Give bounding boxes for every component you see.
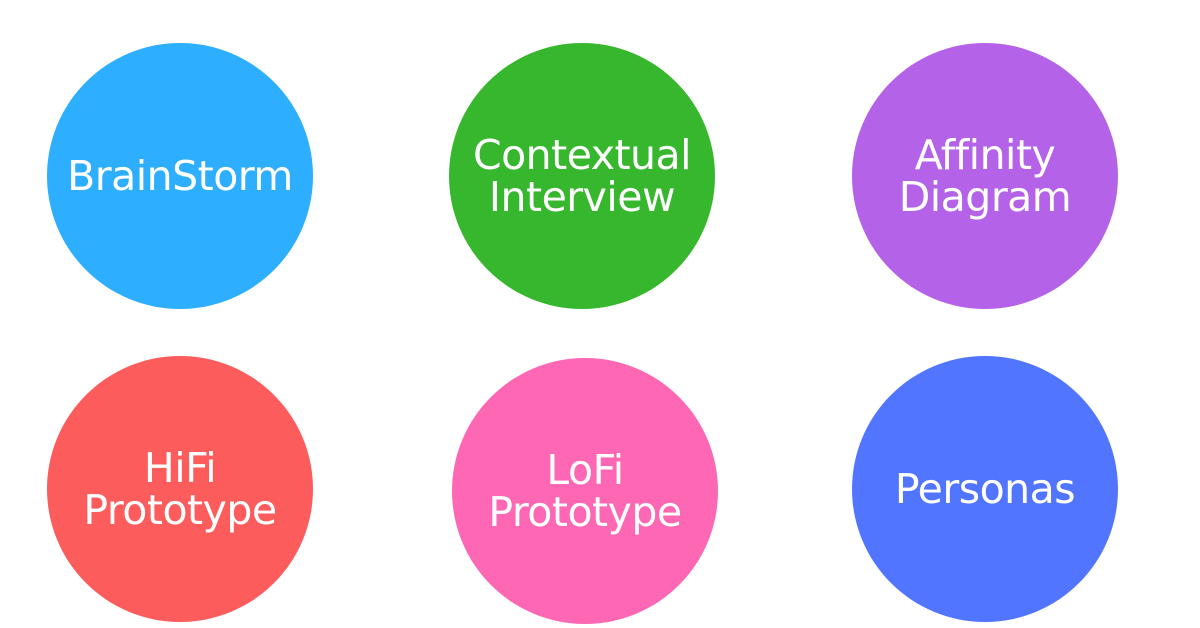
brainstorm-label: BrainStorm: [67, 152, 293, 200]
lofi-prototype-circle: LoFi Prototype: [452, 358, 718, 624]
hifi-prototype-circle: HiFi Prototype: [47, 356, 313, 622]
hifi-prototype-label-line-2: Prototype: [83, 486, 277, 534]
hifi-prototype-label-line-1: HiFi: [143, 444, 217, 492]
personas-circle: Personas: [852, 356, 1118, 622]
lofi-prototype-label-line-2: Prototype: [488, 488, 682, 536]
affinity-diagram-label-line-2: Diagram: [898, 173, 1072, 221]
brainstorm-circle: BrainStorm: [47, 43, 313, 309]
affinity-diagram-circle: Affinity Diagram: [852, 43, 1118, 309]
contextual-interview-label-line-2: Interview: [488, 173, 676, 221]
lofi-prototype-label-line-1: LoFi: [546, 446, 624, 494]
personas-label: Personas: [894, 465, 1076, 513]
contextual-interview-circle: Contextual Interview: [449, 43, 715, 309]
affinity-diagram-label-line-1: Affinity: [914, 131, 1056, 179]
contextual-interview-label-line-1: Contextual: [472, 131, 692, 179]
